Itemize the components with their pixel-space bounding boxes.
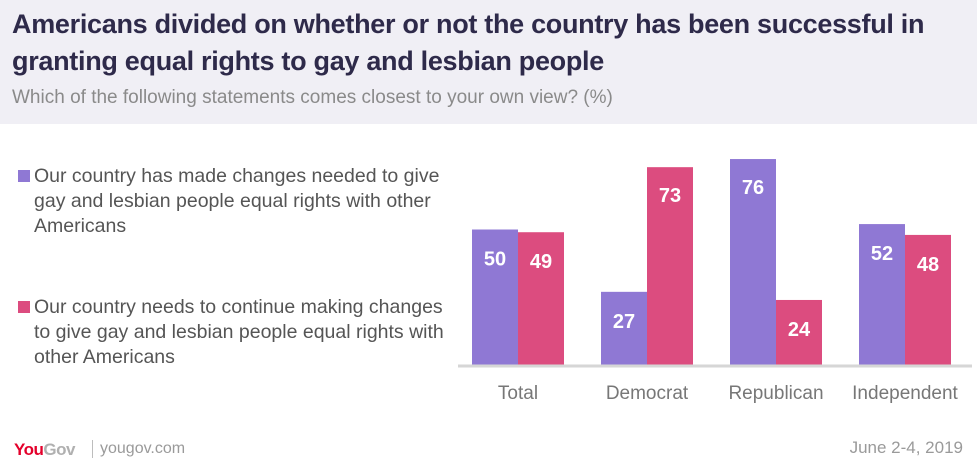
- data-label-independent-series-1: 48: [917, 254, 939, 276]
- legend-item-made-changes: Our country has made changes needed to g…: [18, 164, 448, 239]
- bar-independent-series-1: [905, 234, 951, 365]
- logo-gov: Gov: [43, 440, 75, 459]
- data-label-republican-series-0: 76: [742, 177, 764, 199]
- legend-label: Our country has made changes needed to g…: [34, 165, 440, 237]
- legend-label: Our country needs to continue making cha…: [34, 296, 444, 368]
- chart-header: Americans divided on whether or not the …: [0, 0, 977, 124]
- data-label-republican-series-1: 24: [788, 319, 811, 341]
- bar-total-series-0: [472, 229, 518, 365]
- x-tick-label-total: Total: [498, 383, 538, 404]
- bar-democrat-series-1: [647, 167, 693, 365]
- logo-you: You: [14, 440, 44, 459]
- data-label-democrat-series-0: 27: [613, 311, 635, 333]
- legend-swatch-purple: [18, 170, 30, 182]
- legend-item-continue-changes: Our country needs to continue making cha…: [18, 295, 448, 370]
- legend-swatch-pink: [18, 301, 30, 313]
- bar-democrat-series-0: [601, 291, 647, 365]
- data-label-democrat-series-1: 73: [659, 185, 681, 207]
- footer-url: yougov.com: [100, 440, 186, 457]
- bar-republican-series-1: [776, 299, 822, 365]
- x-tick-label-independent: Independent: [852, 383, 958, 404]
- footer-divider: [92, 440, 93, 458]
- x-tick-label-democrat: Democrat: [606, 383, 689, 404]
- yougov-logo: YouGov: [14, 440, 75, 460]
- survey-date: June 2-4, 2019: [849, 438, 963, 457]
- data-label-total-series-1: 49: [530, 251, 552, 273]
- chart-subtitle: Which of the following statements comes …: [12, 87, 613, 108]
- bar-republican-series-0: [730, 159, 776, 365]
- x-tick-label-republican: Republican: [728, 383, 823, 404]
- bar-total-series-1: [518, 232, 564, 365]
- data-label-independent-series-0: 52: [871, 243, 893, 265]
- chart-title: Americans divided on whether or not the …: [12, 9, 925, 76]
- data-label-total-series-0: 50: [484, 249, 506, 271]
- bar-independent-series-0: [859, 224, 905, 365]
